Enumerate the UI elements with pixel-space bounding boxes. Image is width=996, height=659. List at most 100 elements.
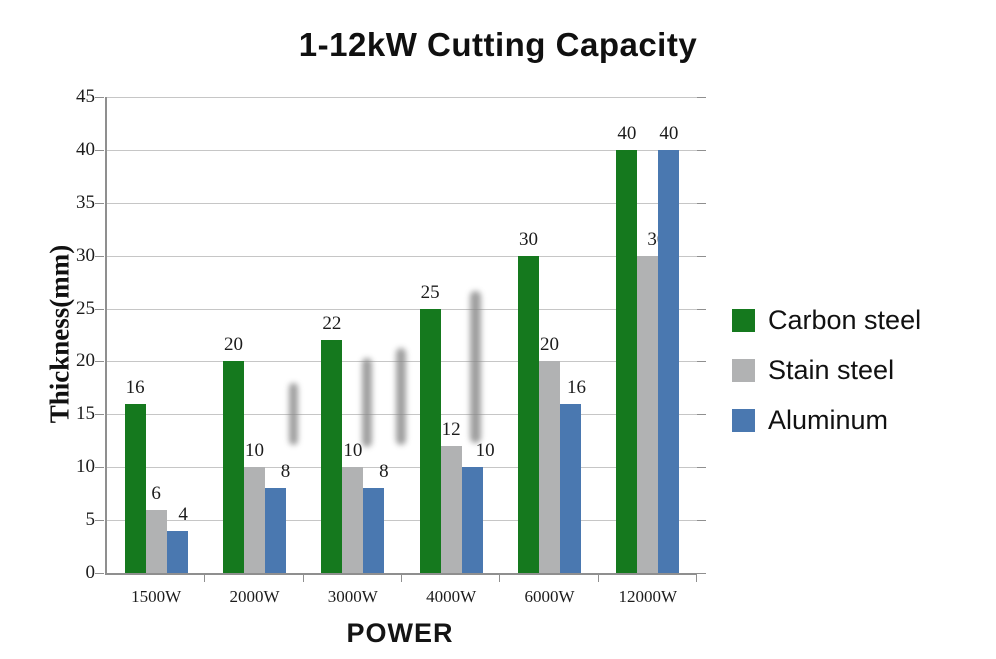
watermark-smudge xyxy=(470,291,481,443)
x-tick xyxy=(401,575,402,582)
bar-value-label: 6 xyxy=(151,482,161,504)
x-axis-title: POWER xyxy=(346,618,454,648)
y-tick-left xyxy=(95,97,104,98)
bar-stain-steel-1500w xyxy=(145,509,167,573)
bar-value-label: 20 xyxy=(540,334,559,356)
gridline xyxy=(107,308,697,310)
bar-value-label: 25 xyxy=(420,281,440,303)
bar-aluminum-6000w xyxy=(560,403,581,573)
y-tick-right xyxy=(697,255,706,257)
y-tick-left xyxy=(95,414,104,416)
x-tick xyxy=(696,575,697,582)
gridline xyxy=(107,202,697,204)
y-tick-left xyxy=(95,361,104,363)
y-tick-left xyxy=(95,308,104,310)
x-axis-tick-label: 2000W xyxy=(229,587,280,606)
x-axis-tick-label: 12000W xyxy=(618,587,678,606)
legend-label: Aluminum xyxy=(768,405,889,435)
bar-value-label: 40 xyxy=(617,122,637,144)
bar-value-label: 30 xyxy=(519,228,538,250)
y-tick-left xyxy=(95,202,104,204)
x-axis-tick-label: 1500W xyxy=(131,587,182,606)
y-axis-tick-label: 10 xyxy=(76,456,95,478)
x-axis-tick-label: 3000W xyxy=(327,587,378,606)
bar-value-label: 10 xyxy=(343,440,363,462)
bar-stain-steel-12000w xyxy=(637,255,659,573)
bar-carbon-steel-1500w xyxy=(124,403,146,573)
y-axis-tick-label: 45 xyxy=(76,86,95,107)
bar-value-label: 4 xyxy=(178,503,188,525)
bar-aluminum-4000w xyxy=(461,467,483,573)
y-tick-right xyxy=(697,308,706,310)
y-axis-tick-label: 40 xyxy=(76,138,95,160)
gridline xyxy=(107,467,697,469)
bar-value-label: 16 xyxy=(567,376,586,398)
x-tick xyxy=(597,575,599,582)
bar-value-label: 16 xyxy=(125,376,145,398)
y-tick-right xyxy=(697,361,706,363)
legend-row: Aluminum xyxy=(732,405,921,436)
y-tick-left xyxy=(95,520,104,522)
bar-stain-steel-6000w xyxy=(539,361,560,573)
y-tick-left xyxy=(95,149,104,151)
gridline xyxy=(107,97,697,98)
gridline xyxy=(107,520,697,522)
y-tick-right xyxy=(697,573,706,574)
legend-row: Carbon steel xyxy=(732,305,921,336)
y-axis-title: Thickness(mm) xyxy=(44,244,75,424)
y-axis-tick-label: 20 xyxy=(76,350,95,372)
y-tick-right xyxy=(697,414,706,416)
y-tick-right xyxy=(697,202,706,204)
bar-carbon-steel-3000w xyxy=(321,340,343,573)
x-tick xyxy=(499,575,501,582)
x-axis-tick-label: 4000W xyxy=(426,587,477,606)
y-axis-tick-label: 30 xyxy=(76,244,95,266)
legend: Carbon steel Stain steel Aluminum xyxy=(732,305,921,455)
bar-stain-steel-2000w xyxy=(244,467,265,573)
bar-value-label: 8 xyxy=(280,461,291,483)
gridline xyxy=(107,149,697,151)
watermark-smudge xyxy=(396,348,406,445)
legend-row: Stain steel xyxy=(732,355,921,386)
bar-carbon-steel-4000w xyxy=(419,308,441,573)
bar-aluminum-3000w xyxy=(363,488,385,573)
legend-swatch-icon xyxy=(732,309,755,332)
bar-value-label: 12 xyxy=(441,419,461,441)
y-tick-left xyxy=(95,255,104,257)
x-axis-tick-label: 6000W xyxy=(524,587,575,606)
x-tick xyxy=(302,575,304,582)
plot-area: 0 5 10 15 20 25 30 35 40 45 1500W 2000W 3000W 4000W 60… xyxy=(76,86,706,606)
bar-value-label: 20 xyxy=(224,334,243,356)
bar-value-label: 8 xyxy=(379,461,389,483)
bar-value-label: 40 xyxy=(659,122,679,144)
bar-aluminum-12000w xyxy=(658,149,680,573)
y-tick-left xyxy=(95,573,104,574)
bar-aluminum-2000w xyxy=(265,488,286,573)
y-tick-right xyxy=(697,520,706,522)
bar-stain-steel-3000w xyxy=(342,467,364,573)
y-axis-tick-label: 0 xyxy=(85,562,96,583)
bar-carbon-steel-6000w xyxy=(518,255,539,573)
bar-carbon-steel-12000w xyxy=(616,149,638,573)
legend-swatch-icon xyxy=(732,409,755,432)
legend-label: Carbon steel xyxy=(768,305,922,335)
y-tick-right xyxy=(697,467,706,469)
legend-swatch-icon xyxy=(732,359,755,382)
y-tick-left xyxy=(95,467,104,469)
bar-carbon-steel-2000w xyxy=(223,361,244,573)
bar-value-label: 22 xyxy=(322,313,342,335)
bar-stain-steel-4000w xyxy=(440,446,462,573)
bar-value-label: 10 xyxy=(245,440,264,462)
y-axis-tick-label: 35 xyxy=(76,191,95,213)
chart-title: 1-12kW Cutting Capacity xyxy=(298,26,698,63)
watermark-smudge xyxy=(362,358,372,447)
bar-aluminum-1500w xyxy=(166,530,188,573)
x-tick xyxy=(204,575,206,582)
y-tick-right xyxy=(697,149,706,151)
y-tick-right xyxy=(697,97,706,98)
watermark-smudge xyxy=(289,383,298,445)
bar-value-label: 10 xyxy=(475,440,495,462)
y-axis-tick-label: 15 xyxy=(76,403,95,425)
gridline xyxy=(107,255,697,257)
